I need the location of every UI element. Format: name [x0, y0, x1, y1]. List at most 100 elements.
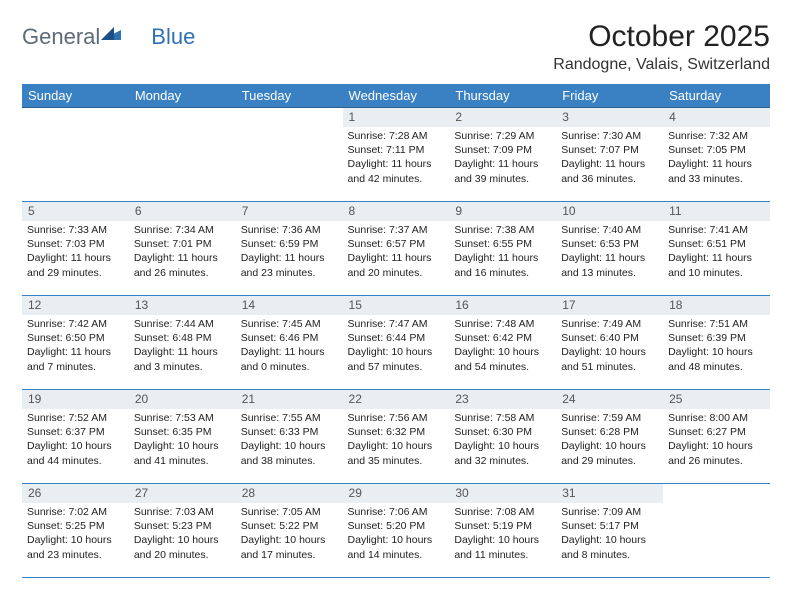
day-number: 23 [449, 390, 556, 409]
calendar-cell: 14Sunrise: 7:45 AMSunset: 6:46 PMDayligh… [236, 296, 343, 390]
sunrise-value: 7:06 AM [389, 506, 428, 518]
day-number: 4 [663, 108, 770, 127]
day-number: 22 [343, 390, 450, 409]
sunset-label: Sunset: [27, 426, 66, 438]
sunrise-value: 7:49 AM [603, 318, 642, 330]
sunrise-value: 7:44 AM [175, 318, 214, 330]
sunset-label: Sunset: [454, 332, 493, 344]
daylight-label: Daylight: [27, 534, 71, 546]
sunset-value: 7:01 PM [172, 238, 211, 250]
sunset-value: 5:19 PM [493, 520, 532, 532]
day-details: Sunrise: 7:28 AMSunset: 7:11 PMDaylight:… [343, 127, 450, 189]
calendar-cell: 31Sunrise: 7:09 AMSunset: 5:17 PMDayligh… [556, 484, 663, 578]
daylight-label: Daylight: [561, 346, 605, 358]
daylight-label: Daylight: [348, 440, 392, 452]
sunset-label: Sunset: [454, 238, 493, 250]
calendar-cell: 6Sunrise: 7:34 AMSunset: 7:01 PMDaylight… [129, 202, 236, 296]
sunset-value: 7:11 PM [386, 144, 424, 156]
sunset-label: Sunset: [561, 520, 600, 532]
flag-icon [101, 26, 121, 40]
calendar-week-row: 1Sunrise: 7:28 AMSunset: 7:11 PMDaylight… [22, 108, 770, 202]
calendar-cell: 11Sunrise: 7:41 AMSunset: 6:51 PMDayligh… [663, 202, 770, 296]
day-details: Sunrise: 7:34 AMSunset: 7:01 PMDaylight:… [129, 221, 236, 283]
day-details: Sunrise: 7:40 AMSunset: 6:53 PMDaylight:… [556, 221, 663, 283]
sunset-label: Sunset: [134, 520, 173, 532]
sunrise-value: 7:45 AM [282, 318, 321, 330]
sunrise-value: 7:47 AM [389, 318, 428, 330]
sunset-label: Sunset: [241, 426, 280, 438]
daylight-label: Daylight: [27, 346, 71, 358]
daylight-label: Daylight: [561, 252, 605, 264]
sunrise-value: 7:42 AM [68, 318, 107, 330]
sunset-value: 5:17 PM [600, 520, 639, 532]
page-title: October 2025 [553, 20, 770, 54]
day-details: Sunrise: 7:32 AMSunset: 7:05 PMDaylight:… [663, 127, 770, 189]
sunset-value: 7:07 PM [600, 144, 639, 156]
calendar-cell: 5Sunrise: 7:33 AMSunset: 7:03 PMDaylight… [22, 202, 129, 296]
sunset-value: 6:46 PM [279, 332, 318, 344]
sunrise-value: 7:41 AM [710, 224, 749, 236]
sunrise-value: 7:51 AM [710, 318, 749, 330]
day-number: 13 [129, 296, 236, 315]
sunrise-value: 7:48 AM [496, 318, 535, 330]
day-details: Sunrise: 7:37 AMSunset: 6:57 PMDaylight:… [343, 221, 450, 283]
daylight-label: Daylight: [134, 534, 178, 546]
day-details: Sunrise: 7:36 AMSunset: 6:59 PMDaylight:… [236, 221, 343, 283]
calendar-cell: 30Sunrise: 7:08 AMSunset: 5:19 PMDayligh… [449, 484, 556, 578]
daylight-label: Daylight: [348, 252, 392, 264]
day-number: 6 [129, 202, 236, 221]
sunrise-label: Sunrise: [241, 412, 282, 424]
sunset-value: 5:25 PM [66, 520, 105, 532]
day-number: 21 [236, 390, 343, 409]
day-number: 5 [22, 202, 129, 221]
calendar-cell: 13Sunrise: 7:44 AMSunset: 6:48 PMDayligh… [129, 296, 236, 390]
sunrise-label: Sunrise: [454, 506, 495, 518]
daylight-label: Daylight: [561, 534, 605, 546]
day-number: 29 [343, 484, 450, 503]
sunrise-label: Sunrise: [27, 412, 68, 424]
sunset-value: 7:03 PM [66, 238, 105, 250]
daylight-label: Daylight: [134, 252, 178, 264]
sunrise-value: 7:36 AM [282, 224, 321, 236]
day-details: Sunrise: 7:09 AMSunset: 5:17 PMDaylight:… [556, 503, 663, 565]
day-number: 26 [22, 484, 129, 503]
sunset-label: Sunset: [27, 520, 66, 532]
sunset-value: 6:55 PM [493, 238, 532, 250]
day-details: Sunrise: 7:59 AMSunset: 6:28 PMDaylight:… [556, 409, 663, 471]
sunrise-label: Sunrise: [668, 412, 709, 424]
sunset-value: 6:51 PM [707, 238, 746, 250]
calendar-week-row: 26Sunrise: 7:02 AMSunset: 5:25 PMDayligh… [22, 484, 770, 578]
sunrise-value: 7:09 AM [603, 506, 642, 518]
title-block: October 2025 Randogne, Valais, Switzerla… [553, 20, 770, 74]
calendar-cell: 8Sunrise: 7:37 AMSunset: 6:57 PMDaylight… [343, 202, 450, 296]
day-number: 8 [343, 202, 450, 221]
logo-text-main: General [22, 26, 100, 48]
day-details: Sunrise: 8:00 AMSunset: 6:27 PMDaylight:… [663, 409, 770, 471]
sunrise-value: 7:58 AM [496, 412, 535, 424]
day-details: Sunrise: 7:53 AMSunset: 6:35 PMDaylight:… [129, 409, 236, 471]
sunset-value: 6:40 PM [600, 332, 639, 344]
day-number: 11 [663, 202, 770, 221]
sunrise-value: 7:53 AM [175, 412, 214, 424]
day-details: Sunrise: 7:44 AMSunset: 6:48 PMDaylight:… [129, 315, 236, 377]
daylight-label: Daylight: [134, 440, 178, 452]
calendar-cell [663, 484, 770, 578]
daylight-label: Daylight: [668, 158, 712, 170]
sunrise-label: Sunrise: [668, 224, 709, 236]
sunrise-value: 7:56 AM [389, 412, 428, 424]
day-number: 27 [129, 484, 236, 503]
sunset-label: Sunset: [561, 238, 600, 250]
sunrise-label: Sunrise: [27, 318, 68, 330]
day-details: Sunrise: 7:03 AMSunset: 5:23 PMDaylight:… [129, 503, 236, 565]
sunrise-value: 7:03 AM [175, 506, 214, 518]
daylight-label: Daylight: [348, 534, 392, 546]
day-details: Sunrise: 7:33 AMSunset: 7:03 PMDaylight:… [22, 221, 129, 283]
calendar-cell: 26Sunrise: 7:02 AMSunset: 5:25 PMDayligh… [22, 484, 129, 578]
sunset-value: 6:37 PM [66, 426, 105, 438]
sunset-label: Sunset: [241, 520, 280, 532]
sunset-value: 6:48 PM [172, 332, 211, 344]
calendar-cell: 23Sunrise: 7:58 AMSunset: 6:30 PMDayligh… [449, 390, 556, 484]
daylight-label: Daylight: [454, 440, 498, 452]
sunset-value: 6:33 PM [279, 426, 318, 438]
day-details: Sunrise: 7:51 AMSunset: 6:39 PMDaylight:… [663, 315, 770, 377]
